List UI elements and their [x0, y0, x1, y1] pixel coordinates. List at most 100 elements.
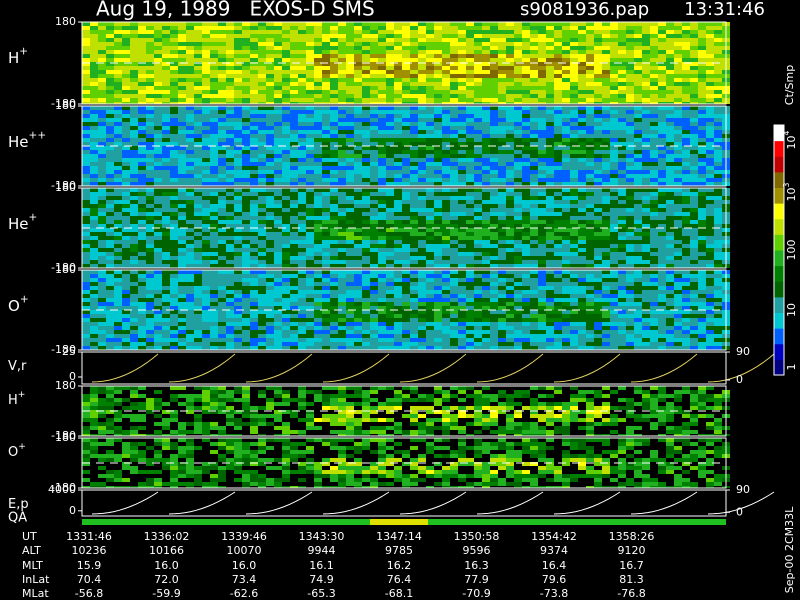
spectro-cell [170, 58, 178, 62]
spectro-cell [258, 170, 266, 174]
spectro-cell [386, 260, 394, 264]
spectro-cell [554, 192, 562, 196]
spectro-cell [650, 256, 658, 260]
spectro-cell [370, 50, 378, 54]
spectro-cell [178, 106, 186, 110]
spectro-cell [514, 122, 522, 126]
spectro-cell [346, 212, 354, 216]
spectro-cell [402, 98, 410, 102]
spectro-cell [626, 86, 634, 90]
spectro-cell [258, 74, 266, 78]
spectro-cell [314, 78, 322, 82]
spectro-cell [442, 66, 450, 70]
spectro-cell [634, 264, 642, 268]
spectro-cell [418, 58, 426, 62]
spectro-cell [330, 260, 338, 264]
spectro-cell [234, 130, 242, 134]
spectro-cell [290, 54, 298, 58]
spectro-cell [82, 170, 90, 174]
spectro-cell [626, 260, 634, 264]
spectro-cell [210, 162, 218, 166]
spectro-cell [482, 208, 490, 212]
spectro-cell [330, 74, 338, 78]
spectro-cell [506, 192, 514, 196]
spectro-cell [370, 82, 378, 86]
spectro-cell [218, 224, 226, 228]
spectro-cell [698, 118, 706, 122]
spectro-cell [258, 38, 266, 42]
spectro-cell [418, 256, 426, 260]
spectro-cell [530, 34, 538, 38]
spectro-cell [250, 54, 258, 58]
spectro-cell [498, 260, 506, 264]
spectro-cell [634, 66, 642, 70]
spectro-cell [714, 82, 722, 86]
spectro-cell [714, 236, 722, 240]
spectro-cell [690, 102, 698, 104]
spectro-cell [330, 26, 338, 30]
spectro-cell [82, 188, 90, 192]
spectro-cell [370, 66, 378, 70]
spectro-cell [354, 42, 362, 46]
spectro-cell [602, 174, 610, 178]
spectro-cell [354, 220, 362, 224]
spectro-cell [602, 260, 610, 264]
spectro-cell [418, 162, 426, 166]
spectro-cell [242, 142, 250, 146]
spectro-cell [290, 22, 298, 26]
spectro-cell [242, 118, 250, 122]
spectro-cell [186, 142, 194, 146]
spectro-cell [698, 130, 706, 134]
spectro-cell [594, 170, 602, 174]
spectro-cell [714, 110, 722, 114]
spectro-cell [706, 130, 714, 134]
spectro-cell [410, 110, 418, 114]
spectro-cell [234, 236, 242, 240]
spectro-cell [474, 98, 482, 102]
spectro-cell [650, 94, 658, 98]
spectro-cell [298, 256, 306, 260]
spectro-cell [418, 224, 426, 228]
spectro-cell [354, 166, 362, 170]
spectro-cell [610, 50, 618, 54]
spectro-cell [386, 192, 394, 196]
spectro-cell [290, 170, 298, 174]
spectro-cell [162, 252, 170, 256]
spectro-cell [554, 212, 562, 216]
spectro-cell [522, 170, 530, 174]
spectro-cell [178, 46, 186, 50]
spectro-cell [154, 38, 162, 42]
spectro-cell [698, 30, 706, 34]
spectro-cell [234, 106, 242, 110]
spectro-cell [594, 212, 602, 216]
spectro-cell [434, 30, 442, 34]
spectro-cell [170, 208, 178, 212]
spectro-cell [690, 260, 698, 264]
spectro-cell [82, 62, 90, 66]
spectro-cell [298, 26, 306, 30]
spectro-cell [322, 34, 330, 38]
spectro-cell [98, 42, 106, 46]
spectro-cell [714, 114, 722, 118]
spectro-cell [346, 192, 354, 196]
spectro-cell [618, 212, 626, 216]
spectro-cell [530, 150, 538, 154]
spectro-cell [346, 182, 354, 186]
spectro-cell [178, 248, 186, 252]
spectro-cell [546, 62, 554, 66]
spectro-cell [82, 82, 90, 86]
spectro-cell [170, 86, 178, 90]
spectro-cell [466, 50, 474, 54]
spectro-cell [466, 232, 474, 236]
spectro-cell [234, 90, 242, 94]
spectro-cell [90, 106, 98, 110]
spectro-cell [330, 162, 338, 166]
spectro-cell [450, 74, 458, 78]
spectro-cell [306, 58, 314, 62]
spectro-cell [338, 86, 346, 90]
spectro-cell [274, 74, 282, 78]
spectro-cell [378, 256, 386, 260]
spectro-cell [266, 248, 274, 252]
spectro-cell [602, 34, 610, 38]
spectro-cell [386, 90, 394, 94]
